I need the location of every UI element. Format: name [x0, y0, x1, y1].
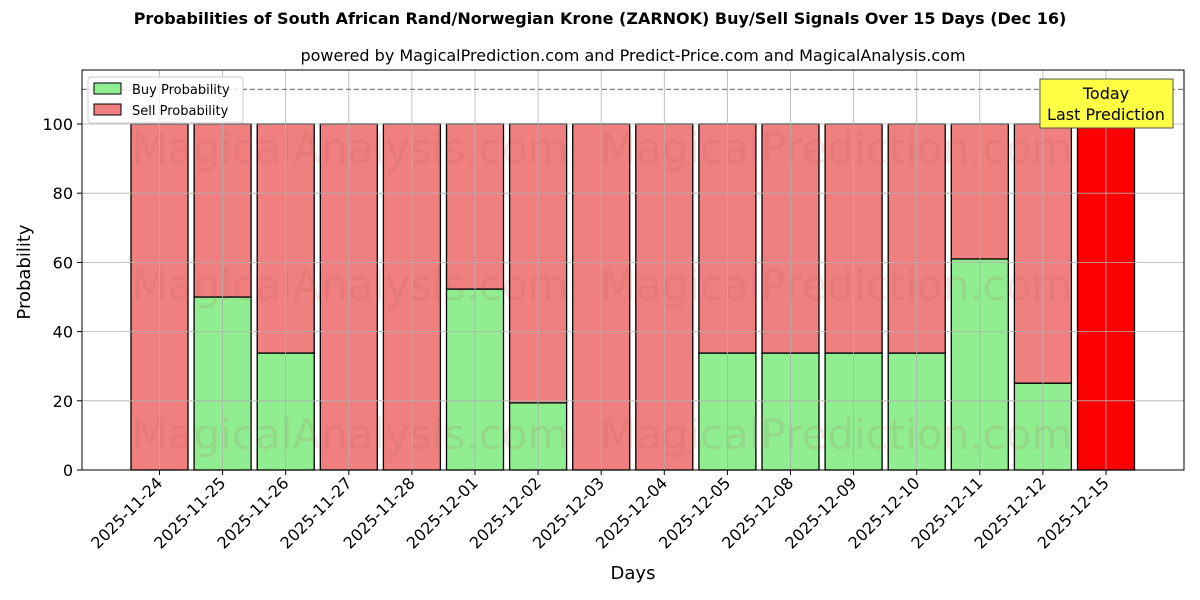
y-tick-label: 60: [53, 253, 73, 272]
watermark-text: MagicalPrediction.com: [600, 124, 1073, 173]
legend-label-sell: Sell Probability: [132, 104, 229, 119]
watermark-text: MagicalAnalysis.com: [132, 124, 569, 173]
watermark-text: MagicalAnalysis.com: [132, 261, 569, 310]
legend-swatch-buy: [93, 82, 122, 95]
watermark-text: MagicalAnalysis.com: [132, 410, 569, 459]
y-tick-label: 0: [63, 461, 73, 480]
chart-title: Probabilities of South African Rand/Norw…: [133, 9, 1067, 28]
watermark-text: MagicalPrediction.com: [600, 261, 1073, 310]
y-tick-label: 80: [53, 184, 73, 203]
y-tick-label: 40: [53, 323, 73, 342]
annotation-text: Today: [1082, 84, 1129, 103]
x-axis-label: Days: [610, 563, 656, 584]
y-tick-label: 100: [42, 115, 73, 134]
y-tick-label: 20: [53, 392, 73, 411]
y-axis-label: Probability: [14, 224, 35, 320]
annotation-text: Last Prediction: [1047, 105, 1165, 124]
legend-swatch-sell: [93, 103, 122, 116]
watermark-text: MagicalPrediction.com: [600, 410, 1073, 459]
legend-box: [87, 76, 244, 124]
chart-subtitle: powered by MagicalPrediction.com and Pre…: [300, 46, 966, 65]
axes-frame: [81, 69, 1185, 471]
annotation-box: [1039, 78, 1174, 129]
legend-label-buy: Buy Probability: [132, 83, 230, 98]
